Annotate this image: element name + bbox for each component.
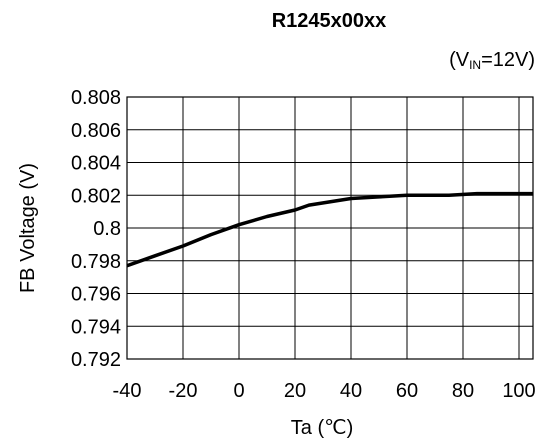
condition-suffix: =12V) — [481, 49, 535, 71]
condition-subscript: IN — [469, 58, 481, 72]
series-layer — [126, 191, 533, 268]
y-tick-label: 0.8 — [93, 218, 121, 240]
grid — [126, 96, 533, 360]
x-tick-label: 40 — [340, 380, 362, 402]
x-tick-label: 80 — [452, 380, 474, 402]
y-tick-label: 0.808 — [71, 87, 121, 109]
x-tick-label: 20 — [284, 380, 306, 402]
y-tick-label: 0.792 — [71, 349, 121, 371]
series-line — [126, 191, 533, 268]
chart-title: R1245x00xx — [272, 10, 387, 32]
y-tick-label: 0.796 — [71, 284, 121, 306]
condition-prefix: (V — [449, 49, 470, 71]
x-tick-labels: -40 -20 0 20 40 60 80 100 — [113, 380, 536, 402]
y-axis-label: FB Voltage (V) — [17, 163, 39, 293]
x-tick-label: -40 — [113, 380, 142, 402]
y-tick-label: 0.806 — [71, 120, 121, 142]
x-tick-label: 100 — [502, 380, 535, 402]
condition-label: (VIN=12V) — [449, 49, 535, 72]
x-tick-label: 0 — [233, 380, 244, 402]
x-tick-label: 60 — [396, 380, 418, 402]
y-tick-label: 0.802 — [71, 185, 121, 207]
y-tick-label: 0.794 — [71, 316, 121, 338]
x-axis-label: Ta (℃) — [291, 417, 353, 439]
x-tick-label: -20 — [169, 380, 198, 402]
y-tick-label: 0.798 — [71, 251, 121, 273]
y-tick-labels: 0.792 0.794 0.796 0.798 0.8 0.802 0.804 0.806 0.… — [71, 87, 121, 371]
y-tick-label: 0.804 — [71, 153, 121, 175]
plot-frame — [126, 96, 534, 360]
